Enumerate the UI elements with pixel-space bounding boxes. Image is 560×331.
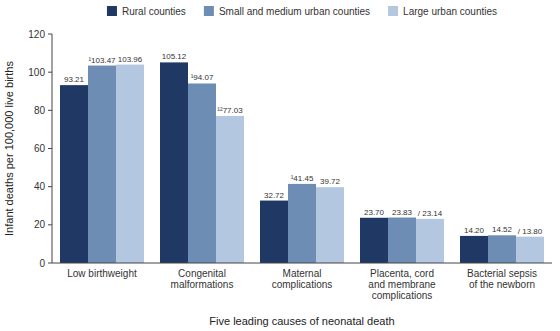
bar <box>460 236 488 263</box>
data-label: 14.52 <box>492 225 513 234</box>
x-tick-label: Low birthweight <box>67 268 137 279</box>
data-label: 39.72 <box>320 177 341 186</box>
y-tick-label: 120 <box>28 29 45 40</box>
data-label: 93.21 <box>64 75 85 84</box>
bar <box>260 201 288 263</box>
y-tick-label: 80 <box>34 105 46 116</box>
bars <box>60 62 544 263</box>
y-tick <box>48 186 52 187</box>
bar <box>316 187 344 263</box>
y-tick-label: 20 <box>34 219 46 230</box>
chart-container: 93.21 105.12 32.72 23.70 14.20 ¹103.47 ¹94.07 ¹… <box>0 0 560 331</box>
bar <box>216 116 244 263</box>
legend-swatch <box>204 6 214 16</box>
y-axis-label: Infant deaths per 100,000 live births <box>3 61 15 236</box>
bar <box>116 65 144 263</box>
data-label: ¹²77.03 <box>217 106 243 115</box>
data-label: ¹94.07 <box>191 73 214 82</box>
y-tick-label: 60 <box>34 143 46 154</box>
legend-label: Rural counties <box>122 6 186 17</box>
bar <box>488 235 516 263</box>
data-label: 103.96 <box>118 55 143 64</box>
x-axis-line <box>52 263 552 264</box>
legend-swatch <box>107 6 117 16</box>
x-tick-label: Placenta, cordand membranecomplications <box>368 268 436 301</box>
bar <box>188 83 216 263</box>
bar <box>516 237 544 263</box>
x-tick-label: Congenitalmalformations <box>171 268 234 290</box>
data-label: 105.12 <box>162 52 187 61</box>
bar <box>388 218 416 263</box>
y-tick-label: 0 <box>39 258 45 269</box>
data-label: 23.83 <box>392 208 413 217</box>
data-label: / 23.14 <box>418 209 443 218</box>
bar <box>288 184 316 263</box>
x-tick-label: Maternalcomplications <box>272 268 333 290</box>
legend-label: Large urban counties <box>403 6 497 17</box>
x-axis-label: Five leading causes of neonatal death <box>209 315 394 327</box>
y-tick <box>48 263 52 264</box>
y-tick <box>48 224 52 225</box>
x-tick-label: Bacterial sepsisof the newborn <box>467 268 537 290</box>
bar <box>360 218 388 263</box>
data-label: ¹103.47 <box>88 56 116 65</box>
legend-swatch <box>388 6 398 16</box>
data-label: ¹41.45 <box>291 174 314 183</box>
data-label: / 13.80 <box>518 227 543 236</box>
legend: Rural counties Small and medium urban cou… <box>107 6 497 17</box>
data-label: 23.70 <box>364 208 385 217</box>
y-tick <box>48 34 52 35</box>
bar <box>160 62 188 263</box>
bar <box>416 219 444 263</box>
data-label: 14.20 <box>464 226 485 235</box>
data-label: 32.72 <box>264 191 285 200</box>
y-tick-label: 40 <box>34 181 46 192</box>
y-tick <box>48 110 52 111</box>
legend-label: Small and medium urban counties <box>219 6 370 17</box>
chart: 93.21 105.12 32.72 23.70 14.20 ¹103.47 ¹94.07 ¹… <box>0 0 560 331</box>
y-tick-label: 100 <box>28 67 45 78</box>
y-tick <box>48 72 52 73</box>
bar <box>88 66 116 263</box>
y-tick <box>48 148 52 149</box>
bar <box>60 85 88 263</box>
